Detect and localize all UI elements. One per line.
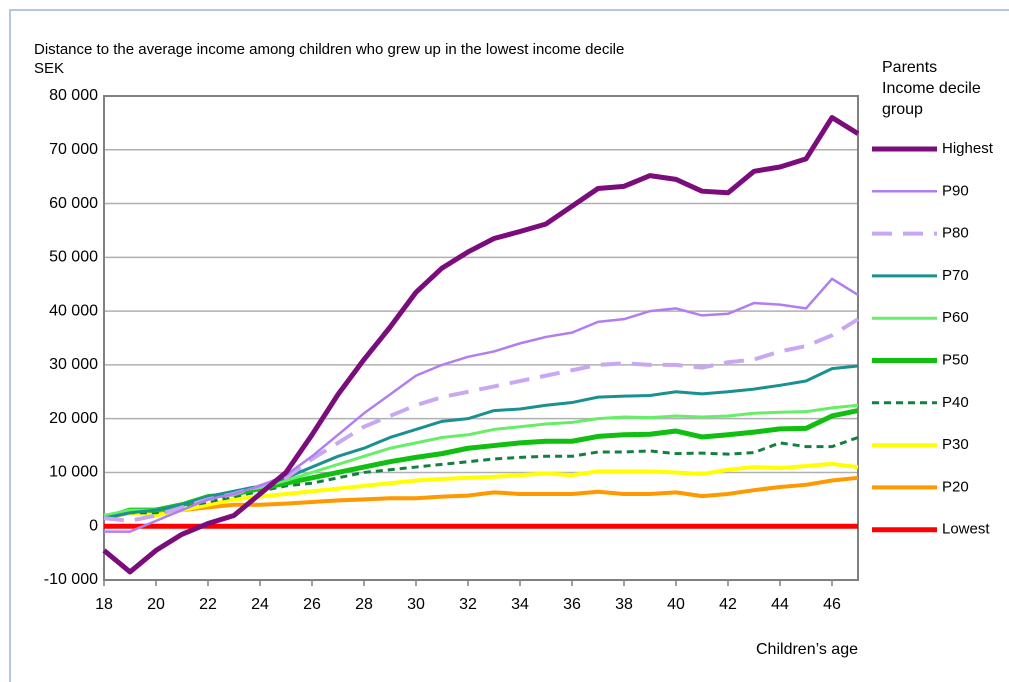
x-tick-label: 18 <box>95 596 113 613</box>
series-line <box>103 364 859 520</box>
legend-label: P40 <box>942 394 969 411</box>
series-line <box>104 277 859 533</box>
x-tick-label: 40 <box>667 596 685 613</box>
y-tick-label: 60 000 <box>49 195 98 212</box>
x-tick-label: 24 <box>251 596 269 613</box>
legend-title: group <box>882 101 923 118</box>
series-line <box>103 461 859 518</box>
x-tick-label: 36 <box>563 596 581 613</box>
x-tick-label: 38 <box>615 596 633 613</box>
y-tick-label: 30 000 <box>49 356 98 373</box>
legend-label: P80 <box>942 225 969 242</box>
x-tick-label: 46 <box>823 596 841 613</box>
x-axis-label: Children’s age <box>756 641 858 658</box>
series-line <box>102 115 860 575</box>
x-tick-label: 30 <box>407 596 425 613</box>
y-tick-label: 80 000 <box>49 87 98 104</box>
legend-label: Highest <box>942 140 994 157</box>
legend-title: Income decile <box>882 80 981 97</box>
y-tick-label: 70 000 <box>49 141 98 158</box>
legend-label: P90 <box>942 182 969 199</box>
plot-frame <box>103 95 859 581</box>
legend-label: P60 <box>942 309 969 326</box>
x-tick-label: 20 <box>147 596 165 613</box>
window-frame <box>9 9 1009 682</box>
x-tick-label: 42 <box>719 596 737 613</box>
y-tick-label: 40 000 <box>49 302 98 319</box>
y-axis-label: SEK <box>34 60 64 77</box>
x-tick-label: 34 <box>511 596 529 613</box>
legend-label: P50 <box>942 351 969 368</box>
y-tick-label: 20 000 <box>49 410 98 427</box>
series-line <box>103 475 859 521</box>
legend-label: P20 <box>942 478 969 495</box>
x-tick-label: 32 <box>459 596 477 613</box>
y-tick-label: 10 000 <box>49 464 98 481</box>
legend-title: Parents <box>882 59 937 76</box>
legend-label: Lowest <box>942 521 990 538</box>
y-tick-label: -10 000 <box>44 571 98 588</box>
chart-title: Distance to the average income among chi… <box>34 41 624 58</box>
x-tick-label: 26 <box>303 596 321 613</box>
x-tick-label: 28 <box>355 596 373 613</box>
legend-label: P70 <box>942 267 969 284</box>
x-tick-label: 22 <box>199 596 217 613</box>
legend-label: P30 <box>942 436 969 453</box>
y-tick-label: 50 000 <box>49 249 98 266</box>
y-tick-label: 0 <box>89 517 98 534</box>
x-tick-label: 44 <box>771 596 789 613</box>
